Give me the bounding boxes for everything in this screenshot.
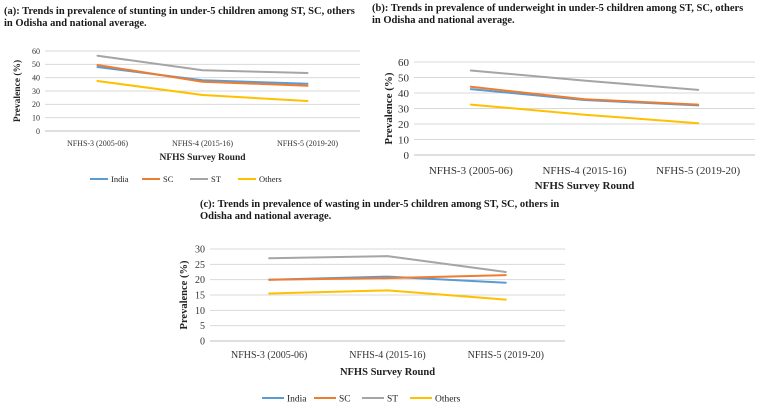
chart-b-xaxis-title: NFHS Survey Round bbox=[535, 180, 635, 192]
chart-c-ytick-label: 20 bbox=[195, 275, 205, 286]
chart-a-series-others-line bbox=[96, 80, 309, 102]
chart-c-title-line1: (c): Trends in prevalence of wasting in … bbox=[200, 199, 560, 210]
chart-c-title-line2: Odisha and national average. bbox=[200, 211, 332, 222]
chart-c-ytick-label: 30 bbox=[195, 245, 205, 256]
chart-b-series-others-line bbox=[469, 103, 700, 125]
chart-c-legend-label-st: ST bbox=[387, 394, 398, 404]
chart-b-ytick-label: 30 bbox=[398, 103, 410, 115]
chart-c-legend-label-sc: SC bbox=[339, 394, 351, 404]
chart-a-title-line1: (a): Trends in prevalence of stunting in… bbox=[4, 6, 355, 17]
chart-a-xtick-label: NFHS-4 (2015-16) bbox=[172, 139, 233, 148]
chart-b-ytick-label: 60 bbox=[398, 57, 410, 69]
chart-a-legend-label-sc: SC bbox=[163, 174, 174, 184]
chart-c-ytick-label: 5 bbox=[200, 321, 205, 332]
chart-b-title: (b): Trends in prevalence of underweight… bbox=[372, 3, 768, 27]
chart-a-ytick-label: 50 bbox=[32, 60, 40, 69]
chart-b-ytick-label: 40 bbox=[398, 88, 410, 100]
chart-b: 0 10 20 30 40 50 60 NFHS-3 (2005-06) NFHS-4 (201… bbox=[383, 57, 755, 192]
chart-c: 0 5 10 15 20 25 30 NFHS-3 (2005-06) NFHS-4 (2015… bbox=[179, 245, 565, 404]
chart-a-yaxis-title: Prevalence (%) bbox=[12, 60, 23, 122]
chart-b-series-st-line bbox=[469, 69, 700, 91]
chart-a-xaxis-title: NFHS Survey Round bbox=[159, 153, 246, 163]
chart-c-ytick-label: 10 bbox=[195, 306, 205, 317]
chart-c-legend: India SC ST Others bbox=[262, 394, 461, 404]
chart-c-ytick-label: 0 bbox=[200, 337, 205, 348]
chart-c-ytick-label: 25 bbox=[195, 260, 205, 271]
chart-c-xtick-label: NFHS-3 (2005-06) bbox=[231, 350, 307, 361]
chart-c-xaxis-title: NFHS Survey Round bbox=[340, 367, 435, 378]
chart-b-ytick-label: 50 bbox=[398, 72, 410, 84]
chart-a-ytick-label: 40 bbox=[32, 73, 40, 82]
chart-c-yaxis-title: Prevalence (%) bbox=[179, 260, 190, 329]
chart-c-series-sc-line bbox=[268, 274, 507, 281]
chart-a-xtick-label: NFHS-5 (2019-20) bbox=[277, 139, 338, 148]
chart-a-ytick-label: 20 bbox=[32, 100, 40, 109]
chart-b-series-sc-line bbox=[469, 85, 700, 106]
chart-c-title: (c): Trends in prevalence of wasting in … bbox=[200, 199, 580, 223]
chart-a-ytick-label: 30 bbox=[32, 87, 40, 96]
chart-a-legend: India SC ST Others bbox=[90, 174, 282, 184]
chart-b-title-line2: in Odisha and national average. bbox=[372, 15, 515, 26]
chart-a-ytick-label: 60 bbox=[32, 47, 40, 56]
chart-a-series-st-line bbox=[96, 54, 309, 74]
chart-a-legend-label-india: India bbox=[111, 174, 129, 184]
chart-a-legend-label-others: Others bbox=[259, 174, 282, 184]
chart-b-xtick-label: NFHS-4 (2015-16) bbox=[542, 165, 626, 177]
chart-c-legend-label-india: India bbox=[287, 394, 307, 404]
chart-b-title-line1: (b): Trends in prevalence of underweight… bbox=[372, 3, 744, 14]
chart-b-ytick-label: 20 bbox=[398, 119, 410, 131]
chart-b-ytick-label: 0 bbox=[404, 150, 410, 162]
chart-a-series-sc-line bbox=[96, 64, 309, 87]
chart-a-title: (a): Trends in prevalence of stunting in… bbox=[4, 6, 374, 30]
chart-a: 0 10 20 30 40 50 60 NFHS-3 (2005-06) NFHS-4 (201… bbox=[12, 47, 360, 184]
chart-a-legend-label-st: ST bbox=[211, 174, 222, 184]
chart-c-series-others-line bbox=[268, 289, 507, 301]
chart-c-legend-label-others: Others bbox=[435, 394, 461, 404]
chart-b-yaxis-title: Prevalence (%) bbox=[383, 72, 395, 145]
chart-b-ytick-label: 10 bbox=[398, 134, 410, 146]
chart-c-ytick-label: 15 bbox=[195, 291, 205, 302]
chart-c-xtick-label: NFHS-5 (2019-20) bbox=[468, 350, 544, 361]
chart-a-ytick-label: 0 bbox=[36, 127, 40, 136]
chart-b-xtick-label: NFHS-5 (2019-20) bbox=[656, 165, 740, 177]
chart-a-title-line2: in Odisha and national average. bbox=[4, 18, 147, 29]
chart-c-series-st-line bbox=[268, 255, 507, 273]
chart-c-xtick-label: NFHS-4 (2015-16) bbox=[349, 350, 425, 361]
chart-a-ytick-label: 10 bbox=[32, 113, 40, 122]
chart-b-xtick-label: NFHS-3 (2005-06) bbox=[429, 165, 513, 177]
chart-a-xtick-label: NFHS-3 (2005-06) bbox=[67, 139, 128, 148]
